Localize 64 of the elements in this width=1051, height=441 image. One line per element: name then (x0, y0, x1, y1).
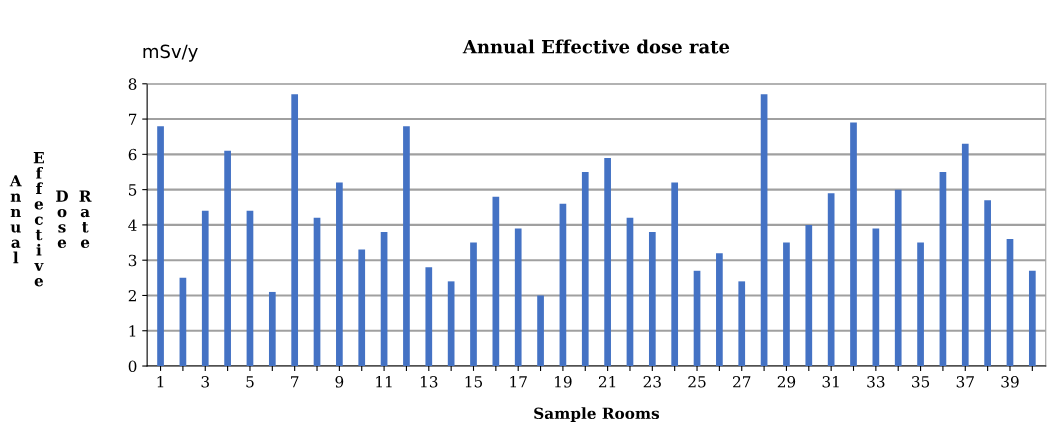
bar (403, 126, 410, 367)
y-tick-label: 3 (128, 254, 137, 267)
bar (224, 150, 231, 367)
x-tick-label: 23 (643, 376, 661, 388)
bar (805, 224, 813, 367)
x-tick-label: 27 (733, 376, 751, 388)
y-tick-label: 1 (129, 325, 136, 337)
bar (738, 281, 746, 367)
bar (492, 196, 500, 367)
x-tick-label: 29 (777, 376, 796, 388)
x-tick-label: 21 (598, 376, 616, 388)
y-tick-label: 0 (128, 360, 137, 373)
y-tick-label: 8 (128, 78, 137, 90)
x-tick-label: 31 (822, 376, 839, 388)
bar (760, 94, 768, 367)
x-tick-label: 33 (867, 376, 885, 388)
y-tick-label: 4 (128, 219, 137, 231)
y-tick-label: 6 (128, 148, 137, 161)
bar (447, 281, 455, 367)
bar (514, 228, 522, 367)
x-tick-label: 7 (291, 376, 299, 388)
text: Annual Effective Dose Rate (9, 152, 92, 287)
bar (917, 242, 924, 367)
x-tick-label: 37 (956, 376, 974, 388)
x-tick-label: 5 (246, 376, 254, 388)
bar (425, 267, 433, 367)
bar (671, 182, 679, 367)
y-tick-label: 5 (129, 184, 137, 196)
bar (872, 228, 880, 367)
bar (850, 122, 857, 367)
x-tick-label: 19 (555, 376, 572, 388)
bar (336, 182, 343, 367)
x-tick-label: 25 (688, 376, 706, 388)
bar (648, 231, 656, 367)
x-tick-label: 11 (376, 376, 392, 388)
bar (268, 291, 276, 367)
bar (537, 295, 544, 367)
x-tick-label: 13 (420, 376, 438, 388)
x-tick-label: 1 (157, 376, 164, 388)
bar (470, 242, 477, 367)
y-tick-label: 2 (128, 289, 136, 302)
x-tick-label: 3 (201, 376, 209, 388)
x-tick-label: 35 (912, 376, 930, 388)
bar (783, 242, 790, 367)
bar (604, 157, 611, 367)
y-tick-label: 7 (128, 113, 137, 125)
x-tick-label: 9 (335, 376, 344, 388)
x-tick-label: 15 (465, 376, 483, 388)
bar (291, 94, 299, 367)
x-axis-title: Sample Rooms (534, 407, 660, 422)
bar (201, 210, 209, 367)
chart-title: Annual Effective dose rate (462, 39, 730, 54)
bar (894, 189, 902, 367)
bar (358, 249, 366, 367)
x-tick-label: 17 (510, 376, 527, 388)
bar (984, 200, 991, 367)
x-tick-label: 39 (1001, 376, 1019, 388)
bar (827, 193, 835, 367)
bar (716, 253, 723, 367)
bar (1028, 270, 1036, 367)
bar (157, 126, 164, 367)
bar (581, 171, 589, 367)
text: mSv/y (143, 44, 198, 62)
bar (961, 143, 969, 367)
